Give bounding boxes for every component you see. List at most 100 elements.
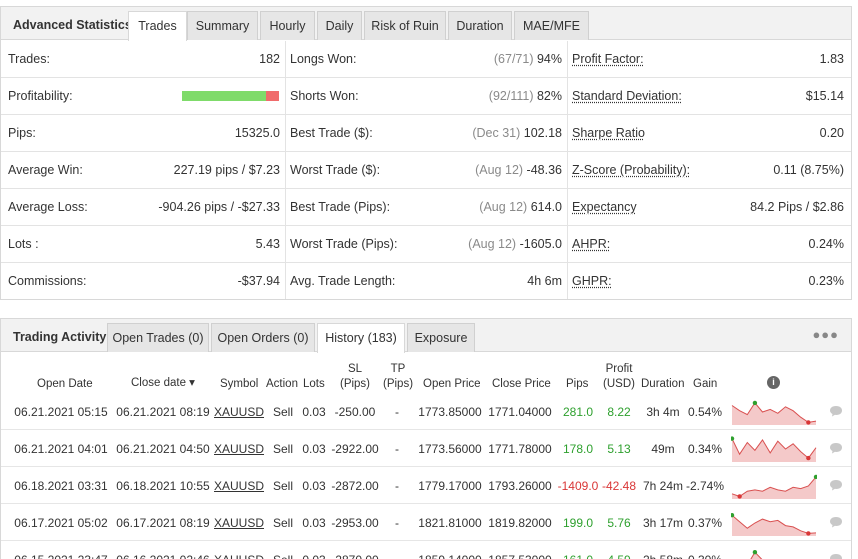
stats-row: Average Loss: -904.26 pips / -$27.33 Best … xyxy=(1,189,851,226)
more-dots-icon[interactable]: ●●● xyxy=(812,327,839,342)
cell-tp: - xyxy=(395,442,399,456)
cell-duration: 49m xyxy=(651,442,675,456)
comment-icon[interactable] xyxy=(829,405,843,417)
stat-number: 82% xyxy=(536,89,562,103)
stat-date: (Aug 12) xyxy=(475,163,524,177)
cell-lots: 0.03 xyxy=(300,542,328,559)
stat-label-link[interactable]: Profit Factor: xyxy=(572,52,644,66)
header-open-date[interactable]: Open Date xyxy=(37,378,93,390)
sparkline-max-marker xyxy=(813,474,817,480)
stat-label-link[interactable]: Sharpe Ratio xyxy=(572,126,645,140)
cell-tp: - xyxy=(386,542,408,559)
table-row[interactable]: 06.15.2021 23:4706.16.2021 02:46XAUUSDSe… xyxy=(1,542,851,559)
advanced-statistics-panel: Advanced Statistics Trades Summary Hourl… xyxy=(0,6,852,300)
stat-label-link[interactable]: Expectancy xyxy=(572,200,637,214)
stat-date: (67/71) xyxy=(493,52,534,66)
header-open-price[interactable]: Open Price xyxy=(423,378,481,390)
header-symbol[interactable]: Symbol xyxy=(220,378,259,390)
header-sl[interactable]: SL (Pips) xyxy=(339,362,371,392)
cell-close-date: 06.16.2021 02:46 xyxy=(113,542,213,559)
header-close-date[interactable]: Close date ▾ xyxy=(131,377,195,389)
tab-mae-mfe[interactable]: MAE/MFE xyxy=(514,11,589,40)
cell-close-date: 06.17.2021 08:19 xyxy=(116,516,210,530)
cell-lots: 0.03 xyxy=(302,442,326,456)
tab-daily[interactable]: Daily xyxy=(317,11,362,40)
sparkline-max-marker xyxy=(752,550,758,555)
sparkline-line xyxy=(731,514,817,534)
header-pips[interactable]: Pips xyxy=(566,378,589,390)
table-row[interactable]: 06.21.2021 05:15 06.21.2021 08:19 XAUUSD Se… xyxy=(1,394,851,430)
cell-lots: 0.03 xyxy=(302,479,326,493)
cell-symbol[interactable]: XAUUSD xyxy=(214,431,264,467)
cell-tp: - xyxy=(395,405,399,419)
table-row[interactable]: 06.18.2021 03:31 06.18.2021 10:55 XAUUSD Se… xyxy=(1,468,851,504)
header-profit-line2: (USD) xyxy=(603,378,635,390)
header-profit[interactable]: Profit (USD) xyxy=(602,362,636,392)
stat-label-link[interactable]: AHPR: xyxy=(572,237,611,251)
trading-activity-panel: Trading Activity Open Trades (0) Open Or… xyxy=(0,318,852,559)
comment-icon[interactable] xyxy=(829,479,843,491)
cell-open-date: 06.18.2021 03:31 xyxy=(14,479,108,493)
stat-label-link[interactable]: Standard Deviation: xyxy=(572,89,682,103)
symbol-link[interactable]: XAUUSD xyxy=(214,516,265,530)
header-lots[interactable]: Lots xyxy=(303,378,325,390)
symbol-link[interactable]: XAUUSD xyxy=(214,553,264,559)
sparkline-min-marker xyxy=(806,455,811,461)
activity-panel-title: Trading Activity xyxy=(13,330,107,344)
table-row[interactable]: 06.21.2021 04:01 06.21.2021 04:50 XAUUSD Se… xyxy=(1,431,851,467)
cell-pips: 178.0 xyxy=(562,442,594,456)
header-action[interactable]: Action xyxy=(266,378,298,390)
sparkline-max-marker xyxy=(752,400,758,406)
tab-duration[interactable]: Duration xyxy=(448,11,512,40)
tab-trades[interactable]: Trades xyxy=(128,11,187,41)
cell-action: Sell xyxy=(272,442,293,456)
comment-icon[interactable] xyxy=(829,553,843,559)
cell-pips: 161.0 xyxy=(555,542,601,559)
stat-date: (Dec 31) xyxy=(472,126,521,140)
symbol-link[interactable]: XAUUSD xyxy=(214,479,265,493)
header-close-price[interactable]: Close Price xyxy=(492,378,551,390)
cell-symbol[interactable]: XAUUSD xyxy=(214,468,264,504)
symbol-link[interactable]: XAUUSD xyxy=(214,405,265,419)
comment-icon[interactable] xyxy=(829,516,843,528)
cell-symbol[interactable]: XAUUSD xyxy=(214,394,264,430)
header-duration[interactable]: Duration xyxy=(641,378,685,390)
stat-label: Lots : xyxy=(8,237,39,251)
cell-gain: 0.54% xyxy=(687,405,723,419)
tab-history[interactable]: History (183) xyxy=(317,323,405,353)
stats-row: Lots : 5.43 Worst Trade (Pips): (Aug 12) -1… xyxy=(1,226,851,263)
cell-symbol[interactable]: XAUUSD xyxy=(214,505,264,541)
comment-icon[interactable] xyxy=(829,442,843,454)
header-tp[interactable]: TP (Pips) xyxy=(383,362,413,392)
sparkline-line xyxy=(750,551,763,559)
cell-sl: -2870.00 xyxy=(328,542,382,559)
cell-symbol[interactable]: XAUUSD xyxy=(214,542,264,559)
tab-hourly[interactable]: Hourly xyxy=(260,11,315,40)
cell-close-date: 06.18.2021 10:55 xyxy=(116,479,210,493)
tab-open-trades[interactable]: Open Trades (0) xyxy=(107,323,209,352)
stat-label-link[interactable]: Z-Score (Probability): xyxy=(572,163,691,177)
stat-date: (Aug 12) xyxy=(468,237,517,251)
cell-open-date: 06.21.2021 04:01 xyxy=(14,442,108,456)
tab-summary[interactable]: Summary xyxy=(187,11,258,40)
info-icon[interactable]: i xyxy=(767,376,780,389)
stat-label: Longs Won: xyxy=(290,52,357,66)
column-divider xyxy=(285,41,286,299)
stat-label: Shorts Won: xyxy=(290,89,359,103)
sparkline-line xyxy=(731,402,817,423)
header-gain[interactable]: Gain xyxy=(693,378,718,390)
growth-sparkline xyxy=(731,474,817,499)
stat-label-link[interactable]: GHPR: xyxy=(572,274,612,288)
cell-open-date: 06.17.2021 05:02 xyxy=(14,516,108,530)
stat-value: 227.19 pips / $7.23 xyxy=(173,163,280,177)
tab-exposure[interactable]: Exposure xyxy=(407,323,475,352)
stat-value: -$37.94 xyxy=(237,274,280,288)
cell-lots: 0.03 xyxy=(302,516,326,530)
symbol-link[interactable]: XAUUSD xyxy=(214,442,265,456)
tab-open-orders[interactable]: Open Orders (0) xyxy=(211,323,315,352)
tab-risk-of-ruin[interactable]: Risk of Ruin xyxy=(364,11,446,40)
cell-duration: 3h 17m xyxy=(642,516,684,530)
table-row[interactable]: 06.17.2021 05:02 06.17.2021 08:19 XAUUSD Se… xyxy=(1,505,851,541)
stat-label: Best Trade ($): xyxy=(290,126,373,140)
sparkline-area xyxy=(750,552,762,559)
